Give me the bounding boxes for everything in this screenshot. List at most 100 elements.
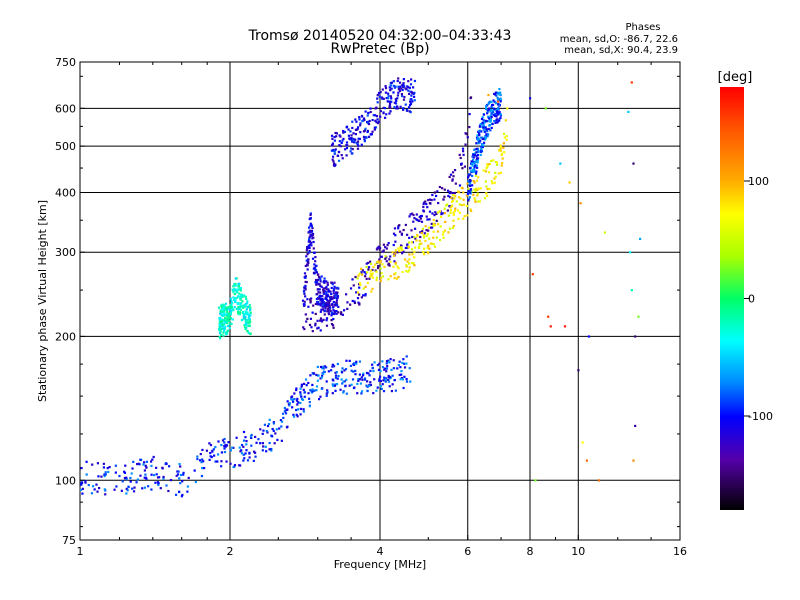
point-o-mode-low bbox=[79, 488, 83, 492]
point-o-mode-low bbox=[113, 488, 116, 491]
point-o-mode-low bbox=[246, 459, 250, 462]
point-o-upper-blue bbox=[471, 158, 475, 161]
point-spread-2.8 bbox=[314, 281, 318, 284]
point-patch-2 bbox=[244, 315, 247, 319]
point-o-mode-low bbox=[210, 455, 213, 459]
point-o-upper-blue bbox=[476, 161, 479, 164]
point-o-mode-low bbox=[209, 455, 212, 458]
point-o-upper-blue bbox=[477, 142, 480, 145]
stats-header: Phases bbox=[625, 22, 660, 33]
point-o-mode-low bbox=[259, 428, 262, 431]
point-branch-upper bbox=[376, 118, 379, 121]
point-o-mode-low bbox=[283, 406, 286, 410]
point-x-mode-f bbox=[428, 237, 431, 240]
point-branch-upper bbox=[395, 99, 398, 102]
point-x-mode-f bbox=[486, 194, 489, 197]
point-spread-2.8 bbox=[304, 280, 307, 283]
point-o-mode-low bbox=[81, 487, 84, 490]
point-o-mode-low bbox=[176, 473, 180, 476]
point-spread-2.8 bbox=[326, 281, 329, 284]
point-o-mode-mid bbox=[326, 391, 329, 394]
point-patch-2 bbox=[242, 314, 245, 318]
point-o-upper-blue bbox=[489, 110, 492, 113]
point-o-mode-mid bbox=[323, 365, 326, 368]
point-spread-2.8 bbox=[319, 278, 322, 281]
point-o-mode-low bbox=[267, 422, 271, 426]
point-o-mode-low bbox=[104, 493, 107, 496]
point-o-mode-low bbox=[200, 461, 203, 464]
point-branch-upper bbox=[357, 137, 360, 140]
point-x-mode-f bbox=[396, 265, 399, 268]
point-o-upper-blue bbox=[478, 134, 481, 137]
point-o-mode-low bbox=[223, 441, 226, 444]
point-sparse bbox=[630, 289, 633, 292]
point-o-mode-mid bbox=[325, 366, 328, 369]
point-patch-2 bbox=[234, 289, 237, 292]
point-branch-upper bbox=[353, 139, 356, 143]
point-x-mode-f bbox=[392, 265, 395, 268]
point-patch-2 bbox=[218, 323, 221, 326]
point-o-mode-mid bbox=[310, 390, 313, 393]
point-o-mode-f bbox=[433, 198, 436, 201]
point-o-upper-blue bbox=[493, 107, 496, 111]
point-o-mode-low bbox=[164, 462, 168, 465]
point-x-mode-f bbox=[389, 275, 392, 278]
point-x-mode-f bbox=[427, 252, 430, 255]
point-spread-2.8 bbox=[307, 261, 310, 265]
point-o-mode-low bbox=[281, 412, 285, 415]
point-o-mode-low bbox=[201, 458, 204, 461]
point-spread-2.8 bbox=[333, 312, 336, 315]
point-x-mode-f bbox=[438, 210, 441, 213]
point-x-mode-f bbox=[439, 215, 443, 219]
point-patch-2 bbox=[230, 306, 233, 309]
point-spread-2.8 bbox=[304, 284, 307, 287]
point-sparse bbox=[585, 459, 588, 462]
point-spread-2.8 bbox=[326, 283, 329, 286]
point-o-mode-f bbox=[367, 261, 370, 265]
point-x-mode-f bbox=[395, 277, 398, 280]
point-o-mode-f bbox=[433, 191, 436, 194]
point-x-mode-f bbox=[499, 147, 502, 150]
point-o-upper-blue bbox=[478, 125, 481, 128]
point-o-mode-f bbox=[364, 293, 367, 296]
point-x-mode-f bbox=[476, 194, 479, 197]
point-o-mode-mid bbox=[358, 378, 362, 381]
point-o-mode-f bbox=[322, 318, 325, 322]
point-patch-2 bbox=[236, 301, 239, 305]
point-o-mode-low bbox=[178, 477, 181, 480]
point-branch-upper bbox=[383, 116, 387, 119]
point-spread-2.8 bbox=[320, 301, 323, 305]
point-branch-upper bbox=[392, 80, 395, 83]
point-x-mode-f bbox=[430, 242, 433, 245]
point-o-mode-mid bbox=[348, 359, 351, 362]
point-o-mode-mid bbox=[398, 360, 401, 363]
point-o-upper-blue bbox=[469, 184, 472, 188]
point-o-mode-f bbox=[385, 260, 388, 263]
point-o-mode-low bbox=[239, 464, 242, 467]
point-patch-2 bbox=[237, 312, 240, 315]
point-o-mode-mid bbox=[309, 374, 312, 377]
point-o-mode-f bbox=[364, 294, 367, 297]
point-o-mode-f bbox=[325, 319, 328, 322]
point-branch-upper bbox=[389, 106, 392, 109]
point-sparse bbox=[630, 81, 633, 84]
point-o-mode-low bbox=[168, 465, 171, 468]
point-x-mode-f bbox=[358, 281, 362, 285]
point-o-mode-f bbox=[448, 205, 451, 208]
point-patch-2 bbox=[236, 288, 239, 291]
x-axis-label: Frequency [MHz] bbox=[334, 558, 426, 571]
point-o-mode-f bbox=[331, 324, 335, 327]
point-spread-2.8 bbox=[336, 296, 339, 299]
point-x-mode-f bbox=[369, 272, 372, 275]
point-o-upper-blue bbox=[481, 116, 484, 119]
point-o-mode-f bbox=[434, 194, 438, 198]
point-o-mode-mid bbox=[366, 380, 369, 383]
point-spread-2.8 bbox=[327, 300, 330, 303]
point-spread-2.8 bbox=[335, 304, 338, 307]
point-x-mode-f bbox=[418, 242, 421, 246]
point-o-mode-f bbox=[389, 255, 392, 258]
point-x-mode-f bbox=[500, 153, 503, 156]
point-branch-upper bbox=[352, 137, 355, 141]
point-o-mode-f bbox=[337, 305, 340, 309]
